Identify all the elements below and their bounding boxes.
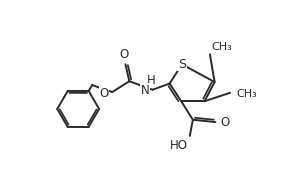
Text: O: O [220,115,229,129]
Text: O: O [99,87,108,100]
Text: N: N [141,84,149,97]
Text: CH₃: CH₃ [211,42,232,52]
Text: O: O [119,48,128,61]
Text: S: S [178,58,186,71]
Text: CH₃: CH₃ [236,89,257,99]
Text: H: H [147,74,155,87]
Text: HO: HO [170,139,188,152]
